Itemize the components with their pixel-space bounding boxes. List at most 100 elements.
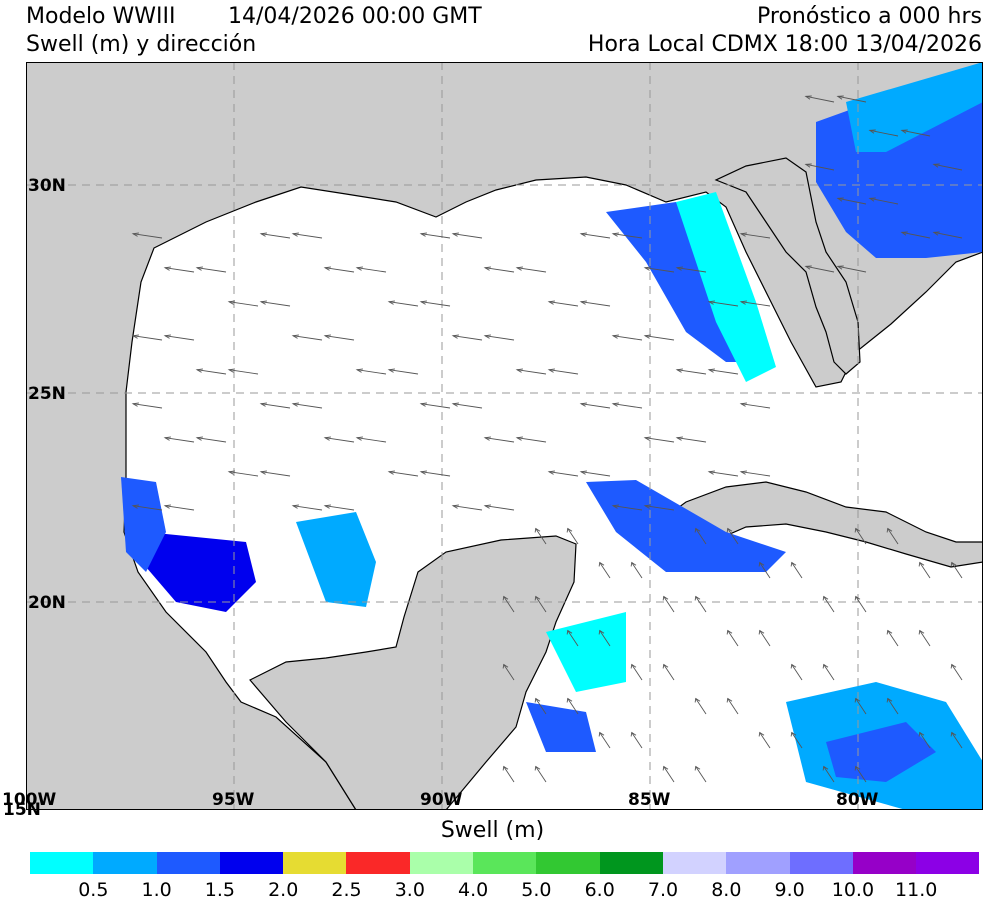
swell-arrow-head: [227, 470, 235, 475]
swell-arrow: [644, 267, 675, 273]
swell-arrow: [484, 267, 515, 273]
swell-arrow: [823, 664, 835, 681]
swell-arrow: [740, 471, 771, 477]
swell-arrow-head: [630, 561, 637, 567]
swell-arrow-head: [707, 300, 715, 305]
swell-arrow: [484, 505, 515, 511]
swell-arrow: [420, 403, 451, 409]
colorbar-swatch: [662, 852, 727, 874]
swell-arrow-head: [611, 334, 619, 339]
swell-arrow: [759, 562, 771, 579]
swell-arrow: [612, 233, 643, 239]
colorbar-swatch: [599, 852, 663, 874]
swell-arrow: [644, 505, 675, 511]
swell-arrow: [708, 369, 739, 375]
swell-arrow-head: [259, 402, 267, 407]
swell-arrow: [452, 403, 483, 409]
swell-arrow-head: [163, 436, 171, 441]
swell-arrow: [324, 437, 355, 443]
swell-arrow-head: [662, 765, 669, 771]
swell-arrow-head: [534, 697, 541, 703]
swell-arrow: [727, 528, 739, 545]
colorbar-swatch: [409, 852, 474, 874]
swell-arrow-head: [502, 765, 509, 771]
swell-arrow: [388, 301, 419, 307]
swell-arrow-head: [643, 266, 651, 271]
swell-arrow-head: [886, 527, 893, 533]
swell-arrow-head: [900, 129, 908, 134]
swell-arrow-head: [822, 765, 829, 771]
swell-arrow: [260, 403, 291, 409]
swell-arrow: [727, 698, 739, 715]
swell-arrow: [292, 505, 323, 511]
swell-arrow: [567, 630, 579, 647]
swell-arrow-head: [694, 697, 701, 703]
lat-label-30n: 30N: [28, 176, 66, 196]
swell-arrow-head: [694, 765, 701, 771]
swell-arrow: [805, 265, 835, 273]
swell-arrow: [535, 698, 547, 715]
swell-arrow: [663, 664, 675, 681]
swell-arrow: [132, 403, 163, 409]
swell-arrow: [837, 197, 867, 205]
swell-arrow-head: [419, 470, 427, 475]
swell-arrow-head: [259, 232, 267, 237]
swell-arrow: [356, 369, 387, 375]
swell-arrow-head: [227, 300, 235, 305]
swell-arrow: [228, 369, 259, 375]
swell-area-belize: [526, 702, 596, 752]
colorbar-swatch: [30, 852, 94, 874]
swell-arrow: [164, 335, 195, 341]
swell-arrow: [324, 505, 355, 511]
swell-arrow: [805, 95, 835, 103]
swell-arrow-head: [598, 629, 605, 635]
swell-arrow-head: [451, 504, 459, 509]
swell-arrow: [740, 233, 771, 239]
swell-arrow: [580, 301, 611, 307]
swell-arrow: [631, 664, 643, 681]
swell-arrow: [164, 437, 195, 443]
swell-arrow: [420, 233, 451, 239]
colorbar-swatch: [219, 852, 284, 874]
swell-arrow-head: [355, 368, 363, 373]
swell-direction-arrows: [131, 95, 963, 783]
swell-arrow-head: [323, 266, 331, 271]
colorbar-title: Swell (m): [440, 818, 545, 843]
swell-arrow-head: [804, 163, 812, 168]
swell-arrow: [164, 505, 195, 511]
swell-area-caribbean-core: [826, 722, 936, 782]
colorbar-tick-label: 7.0: [647, 879, 679, 901]
swell-area-yucatan-channel: [586, 480, 786, 572]
swell-arrow-head: [707, 470, 715, 475]
swell-arrow: [901, 129, 931, 137]
swell-arrow-head: [694, 527, 701, 533]
swell-arrow: [356, 437, 387, 443]
variable-title: Swell (m) y dirección: [26, 32, 257, 57]
swell-arrow: [631, 732, 643, 749]
swell-area-atlantic-core: [846, 62, 983, 152]
colorbar: [30, 852, 980, 874]
swell-arrow-head: [662, 595, 669, 601]
swell-arrow: [951, 664, 963, 681]
swell-arrow: [548, 369, 579, 375]
swell-arrow-head: [950, 731, 957, 737]
swell-arrow: [612, 505, 643, 511]
swell-arrow-head: [790, 731, 797, 737]
swell-arrow-head: [854, 595, 861, 601]
swell-arrow-head: [804, 95, 812, 100]
swell-arrow: [567, 698, 579, 715]
swell-arrow-head: [630, 663, 637, 669]
swell-arrow: [695, 766, 707, 783]
swell-arrow-head: [547, 368, 555, 373]
swell-arrow-head: [804, 265, 812, 270]
swell-arrow-head: [515, 368, 523, 373]
colorbar-swatch: [789, 852, 853, 874]
swell-arrow-head: [918, 629, 925, 635]
swell-arrow-head: [323, 504, 331, 509]
swell-arrow: [663, 596, 675, 613]
swell-arrow: [791, 562, 803, 579]
colorbar-tick-label: 4.0: [457, 879, 489, 901]
swell-arrow-head: [611, 232, 619, 237]
swell-arrow-head: [451, 334, 459, 339]
colorbar-tick-label: 3.0: [394, 879, 425, 901]
